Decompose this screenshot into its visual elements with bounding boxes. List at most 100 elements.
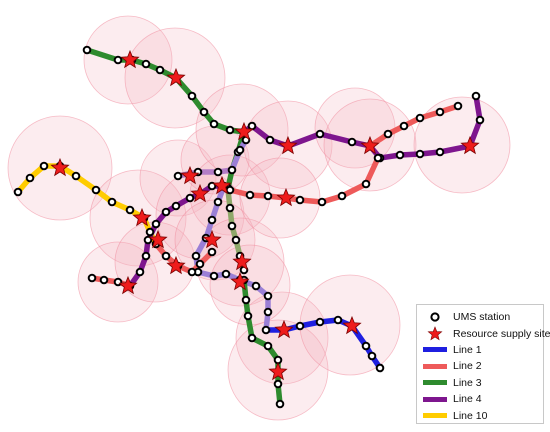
ums-station <box>247 333 257 343</box>
ums-station <box>173 171 183 181</box>
ums-station <box>263 191 273 201</box>
ums-station <box>209 119 219 129</box>
ums-station <box>361 179 371 189</box>
legend-label-station: UMS station <box>453 311 511 324</box>
resource-supply-site <box>460 135 480 155</box>
ums-station <box>333 315 343 325</box>
ums-station <box>145 227 155 237</box>
ums-station <box>187 91 197 101</box>
resource-supply-site <box>230 271 250 291</box>
station-symbol-icon <box>421 310 449 324</box>
resource-supply-site <box>268 361 288 381</box>
ums-station <box>263 307 273 317</box>
ums-station <box>161 251 171 261</box>
ums-station <box>227 221 237 231</box>
legend-label-site: Resource supply site <box>453 327 550 340</box>
ums-station <box>245 190 255 200</box>
legend-item-site: Resource supply site <box>421 325 550 341</box>
legend-label-line-3: Line 3 <box>453 376 482 389</box>
ums-station <box>263 291 273 301</box>
ums-station <box>383 129 393 139</box>
ums-station <box>125 205 135 215</box>
ums-station <box>207 181 217 191</box>
ums-station <box>435 147 445 157</box>
ums-station <box>207 247 217 257</box>
ums-station <box>251 281 261 291</box>
ums-station <box>213 167 223 177</box>
ums-station <box>471 91 481 101</box>
resource-supply-site <box>132 207 152 227</box>
ums-station <box>347 137 357 147</box>
legend-item-line-4: Line 4 <box>421 391 539 407</box>
ums-station <box>113 55 123 65</box>
ums-station <box>235 145 245 155</box>
ums-station <box>151 219 161 229</box>
ums-station <box>71 171 81 181</box>
line-2-swatch <box>423 363 447 369</box>
ums-station <box>265 135 275 145</box>
ums-station <box>155 65 165 75</box>
ums-station <box>367 351 377 361</box>
resource-supply-site <box>342 315 362 335</box>
ums-station <box>315 317 325 327</box>
ums-station <box>161 207 171 217</box>
ums-station <box>221 269 231 279</box>
ums-station <box>227 165 237 175</box>
ums-station <box>195 259 205 269</box>
ums-station <box>13 187 23 197</box>
ums-station <box>315 129 325 139</box>
ums-station <box>295 195 305 205</box>
ums-station <box>143 235 153 245</box>
resource-supply-site <box>234 121 254 141</box>
ums-station <box>225 125 235 135</box>
legend-item-line-3: Line 3 <box>421 375 539 391</box>
resource-supply-site <box>148 229 168 249</box>
ums-station <box>91 185 101 195</box>
ums-station <box>209 271 219 281</box>
resource-supply-sites <box>50 49 480 381</box>
ums-station <box>395 150 405 160</box>
line-4-swatch <box>423 396 447 402</box>
ums-station <box>399 121 409 131</box>
resource-supply-site <box>202 229 222 249</box>
legend-item-line-1: Line 1 <box>421 342 539 358</box>
ums-station <box>213 197 223 207</box>
resource-supply-site <box>166 67 186 87</box>
ums-station <box>295 321 305 331</box>
ums-station <box>25 173 35 183</box>
ums-station <box>375 363 385 373</box>
ums-station <box>275 399 285 409</box>
ums-station <box>263 341 273 351</box>
ums-station <box>185 193 195 203</box>
resource-supply-site <box>50 157 70 177</box>
ums-station <box>435 107 445 117</box>
ums-station <box>241 295 251 305</box>
star-icon <box>421 325 449 341</box>
legend-item-line-10: Line 10 <box>421 407 539 423</box>
resource-supply-site <box>190 183 210 203</box>
line-3-swatch <box>423 380 447 386</box>
ums-station <box>225 203 235 213</box>
ums-station <box>243 311 253 321</box>
ums-station <box>415 113 425 123</box>
ums-station <box>475 115 485 125</box>
ums-station <box>141 251 151 261</box>
resource-supply-site <box>232 251 252 271</box>
resource-supply-site <box>120 49 140 69</box>
resource-supply-site <box>278 135 298 155</box>
ums-station <box>141 59 151 69</box>
line-1-swatch <box>423 347 447 353</box>
ums-station <box>207 215 217 225</box>
legend-label-line-10: Line 10 <box>453 409 488 422</box>
ums-station <box>453 101 463 111</box>
ums-station <box>247 121 257 131</box>
ums-station <box>373 153 383 163</box>
ums-station <box>191 251 201 261</box>
ums-station <box>107 197 117 207</box>
legend-item-station: UMS station <box>421 309 539 325</box>
line-10-swatch <box>423 413 447 419</box>
ums-station <box>337 191 347 201</box>
resource-supply-site <box>118 275 138 295</box>
